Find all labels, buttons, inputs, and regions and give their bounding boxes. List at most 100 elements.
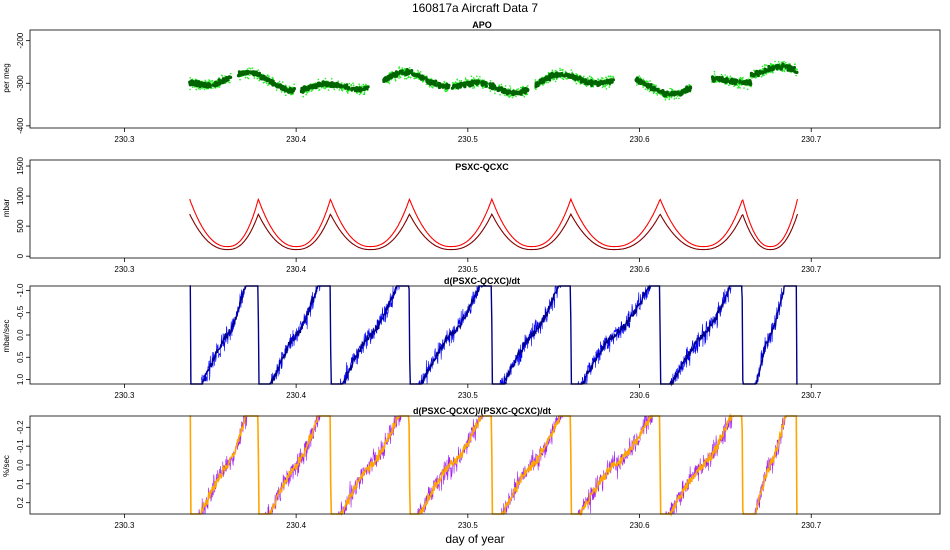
- apo-raw-point: [761, 74, 764, 77]
- apo-raw-point: [453, 82, 456, 85]
- apo-raw-point: [554, 80, 557, 83]
- apo-raw-point: [552, 78, 554, 81]
- x-tick-label: 230.6: [630, 135, 651, 144]
- apo-raw-point: [785, 61, 787, 64]
- apo-raw-point: [288, 85, 291, 88]
- apo-raw-point: [597, 78, 600, 81]
- apo-raw-point: [404, 77, 406, 80]
- apo-smoothed-point: [710, 75, 715, 79]
- apo-raw-point: [733, 85, 736, 87]
- apo-smoothed-point: [538, 78, 542, 82]
- apo-smoothed-point: [521, 89, 525, 94]
- apo-smoothed-point: [735, 79, 739, 84]
- apo-smoothed-point: [469, 81, 473, 85]
- figure-title: 160817a Aircraft Data 7: [412, 1, 538, 15]
- apo-raw-point: [575, 82, 578, 85]
- apo-smoothed-point: [643, 82, 648, 86]
- apo-raw-point: [268, 75, 270, 78]
- apo-raw-point: [649, 80, 651, 82]
- panel-derivative-ylabel: mbar/sec: [2, 320, 11, 353]
- panel-relative-derivative-frame: [29, 415, 941, 515]
- apo-smoothed-point: [761, 71, 765, 75]
- apo-raw-point: [472, 87, 474, 89]
- apo-smoothed-point: [268, 81, 272, 85]
- apo-raw-point: [244, 76, 247, 79]
- apo-smoothed-point: [715, 76, 719, 80]
- apo-raw-point: [256, 77, 259, 80]
- derivative-raw-line: [189, 284, 798, 386]
- apo-smoothed-point: [711, 78, 715, 82]
- apo-raw-point: [218, 77, 220, 79]
- x-tick-label: 230.5: [458, 521, 479, 530]
- apo-raw-point: [517, 88, 520, 90]
- apo-smoothed-point: [203, 82, 207, 86]
- apo-smoothed-point: [597, 82, 601, 86]
- apo-smoothed-point: [790, 66, 794, 70]
- apo-smoothed-point: [282, 86, 286, 90]
- apo-raw-point: [432, 86, 434, 89]
- apo-raw-point: [365, 83, 367, 86]
- apo-raw-point: [212, 87, 214, 89]
- apo-smoothed-point: [575, 75, 579, 79]
- x-tick-label: 230.5: [458, 135, 479, 144]
- apo-raw-point: [338, 89, 341, 91]
- apo-raw-point: [668, 90, 671, 93]
- apo-smoothed-point: [276, 85, 280, 89]
- apo-smoothed-point: [332, 83, 336, 87]
- apo-raw-point: [547, 81, 550, 84]
- apo-smoothed-point: [342, 84, 347, 89]
- apo-raw-point: [465, 78, 467, 81]
- apo-raw-point: [407, 75, 410, 78]
- apo-smoothed-point: [414, 74, 418, 78]
- x-tick-label: 230.4: [286, 521, 307, 530]
- apo-smoothed-point: [190, 81, 194, 85]
- panel-relative-derivative-title: d(PSXC-QCXC)/(PSXC-QCXC)/dt: [413, 406, 551, 416]
- apo-raw-point: [728, 84, 730, 87]
- x-tick-label: 230.5: [458, 265, 479, 274]
- apo-smoothed-point: [238, 72, 242, 76]
- apo-raw-point: [508, 96, 511, 98]
- apo-smoothed-point: [480, 82, 484, 87]
- apo-raw-point: [272, 77, 274, 80]
- apo-raw-point: [534, 79, 537, 81]
- apo-raw-point: [386, 81, 388, 84]
- apo-raw-point: [285, 94, 287, 96]
- apo-raw-point: [280, 91, 283, 93]
- apo-raw-point: [470, 75, 473, 78]
- apo-raw-point: [545, 81, 548, 84]
- apo-raw-point: [306, 92, 308, 94]
- apo-raw-point: [570, 69, 573, 71]
- apo-raw-point: [602, 85, 605, 87]
- x-tick-label: 230.6: [630, 265, 651, 274]
- apo-smoothed-point: [743, 82, 748, 86]
- apo-raw-point: [394, 78, 397, 80]
- apo-raw-point: [771, 63, 774, 66]
- apo-raw-point: [713, 70, 716, 73]
- apo-raw-point: [199, 88, 201, 90]
- apo-smoothed-point: [536, 81, 540, 85]
- apo-raw-point: [337, 80, 340, 82]
- apo-raw-point: [443, 89, 446, 91]
- apo-raw-point: [277, 82, 279, 84]
- apo-raw-point: [588, 75, 591, 77]
- y-tick-label: 0.0: [16, 329, 25, 341]
- apo-raw-point: [430, 86, 433, 88]
- apo-raw-point: [511, 96, 514, 99]
- apo-raw-point: [267, 74, 269, 76]
- panel-apo-plot: 230.3 230.4 230.5 230.6 230.7 -200 -300 -400: [16, 32, 822, 144]
- apo-smoothed-point: [328, 82, 332, 86]
- apo-raw-point: [281, 81, 284, 83]
- apo-raw-point: [265, 82, 268, 85]
- y-tick-label: 0.0: [16, 459, 25, 471]
- apo-raw-point: [527, 85, 529, 87]
- apo-smoothed-point: [787, 66, 792, 70]
- apo-raw-point: [362, 83, 365, 86]
- apo-raw-point: [726, 75, 728, 78]
- apo-smoothed-point: [221, 77, 225, 81]
- apo-raw-point: [605, 77, 608, 79]
- apo-raw-point: [655, 84, 657, 87]
- apo-smoothed-point: [505, 92, 509, 96]
- apo-raw-point: [333, 88, 336, 91]
- apo-smoothed-point: [584, 80, 589, 84]
- apo-raw-point: [607, 75, 610, 78]
